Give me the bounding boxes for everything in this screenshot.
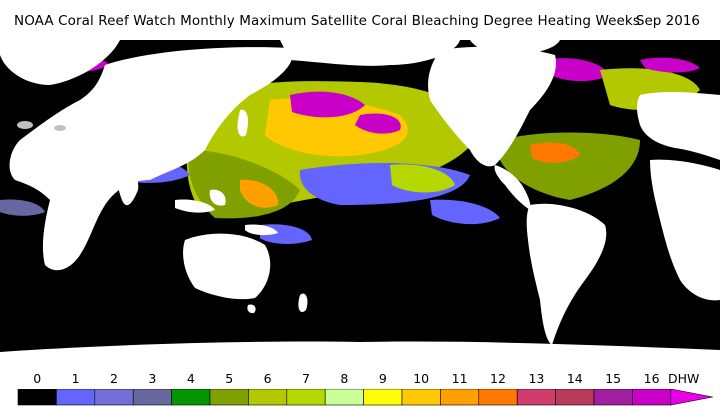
land-siberia <box>280 40 460 66</box>
legend-swatch-7 <box>286 389 326 406</box>
land-arctic-canada <box>470 40 560 55</box>
legend-swatch-6 <box>248 389 288 406</box>
legend-label-12: 12 <box>490 371 506 386</box>
legend-swatch-11 <box>440 389 480 406</box>
legend-swatch-13 <box>516 389 556 406</box>
land-north-america <box>428 46 556 167</box>
legend-label-8: 8 <box>340 371 349 386</box>
heat-patch-north-pacific-max <box>290 91 365 118</box>
legend-swatch-9 <box>363 389 403 406</box>
map-title: NOAA Coral Reef Watch Monthly Maximum Sa… <box>14 13 640 29</box>
legend-label-11: 11 <box>451 371 468 386</box>
legend-swatch-1 <box>56 389 96 406</box>
map-date: Sep 2016 <box>635 13 700 29</box>
legend-arrow <box>670 389 713 406</box>
legend-unit: DHW <box>668 371 700 386</box>
land-south-america <box>526 203 607 345</box>
heat-stress-patches <box>0 50 700 244</box>
legend-swatch-14 <box>555 389 595 406</box>
land-japan <box>237 109 248 137</box>
land-central-america <box>494 165 531 210</box>
legend-colorbar <box>17 389 713 406</box>
legend-label-2: 2 <box>110 371 118 386</box>
legend-swatch-15 <box>593 389 633 406</box>
legend-label-0: 0 <box>33 371 42 386</box>
land-eurasia-africa <box>9 47 293 271</box>
land-africa-east <box>650 159 720 301</box>
legend-label-16: 16 <box>643 371 660 386</box>
land-borneo <box>209 189 226 206</box>
dhw-world-map <box>0 40 720 369</box>
legend-label-13: 13 <box>528 371 545 386</box>
legend-swatch-0 <box>17 389 57 406</box>
heat-patch-arctic-europe <box>640 57 700 73</box>
legend-swatch-12 <box>478 389 518 406</box>
legend-swatch-8 <box>324 389 364 406</box>
legend-label-10: 10 <box>413 371 430 386</box>
land-india <box>117 169 139 206</box>
land-greenland <box>0 40 120 85</box>
legend-label-7: 7 <box>302 371 310 386</box>
legend-label-4: 4 <box>186 371 195 386</box>
legend-label-14: 14 <box>566 371 583 386</box>
land-indonesia <box>175 199 215 213</box>
heat-patch-central-pacific-warm <box>390 164 455 193</box>
legend-label-15: 15 <box>605 371 622 386</box>
legend-swatch-4 <box>171 389 211 406</box>
legend-swatch-5 <box>209 389 249 406</box>
land-papua <box>245 224 278 236</box>
legend-label-6: 6 <box>263 371 272 386</box>
legend-label-9: 9 <box>378 371 387 386</box>
land-europe <box>637 91 720 160</box>
land-masses <box>0 40 720 369</box>
legend-swatch-16 <box>632 389 672 406</box>
legend-swatch-3 <box>132 389 172 406</box>
heat-patch-west-pacific-hot <box>240 179 279 208</box>
lake-aral <box>54 125 66 131</box>
legend-label-1: 1 <box>71 371 80 386</box>
land-australia <box>183 233 271 300</box>
legend-swatch-2 <box>94 389 134 406</box>
land-tasmania <box>247 304 256 314</box>
heat-patch-ne-atlantic <box>540 58 610 82</box>
legend-label-3: 3 <box>148 371 157 386</box>
inland-lakes <box>17 121 66 131</box>
heat-patch-w-indian <box>0 199 45 216</box>
heat-patch-se-pacific <box>430 199 500 225</box>
land-new-zealand <box>298 293 308 313</box>
legend-swatch-10 <box>401 389 441 406</box>
land-antarctica <box>0 341 720 369</box>
legend-labels: 0 1 2 3 4 5 6 7 8 9 10 11 12 13 14 15 16 <box>0 371 720 389</box>
heat-patch-north-pacific-max-2 <box>355 113 401 134</box>
heat-patch-atlantic-hot <box>530 142 580 163</box>
legend-label-5: 5 <box>225 371 234 386</box>
lake-caspian <box>17 121 33 129</box>
